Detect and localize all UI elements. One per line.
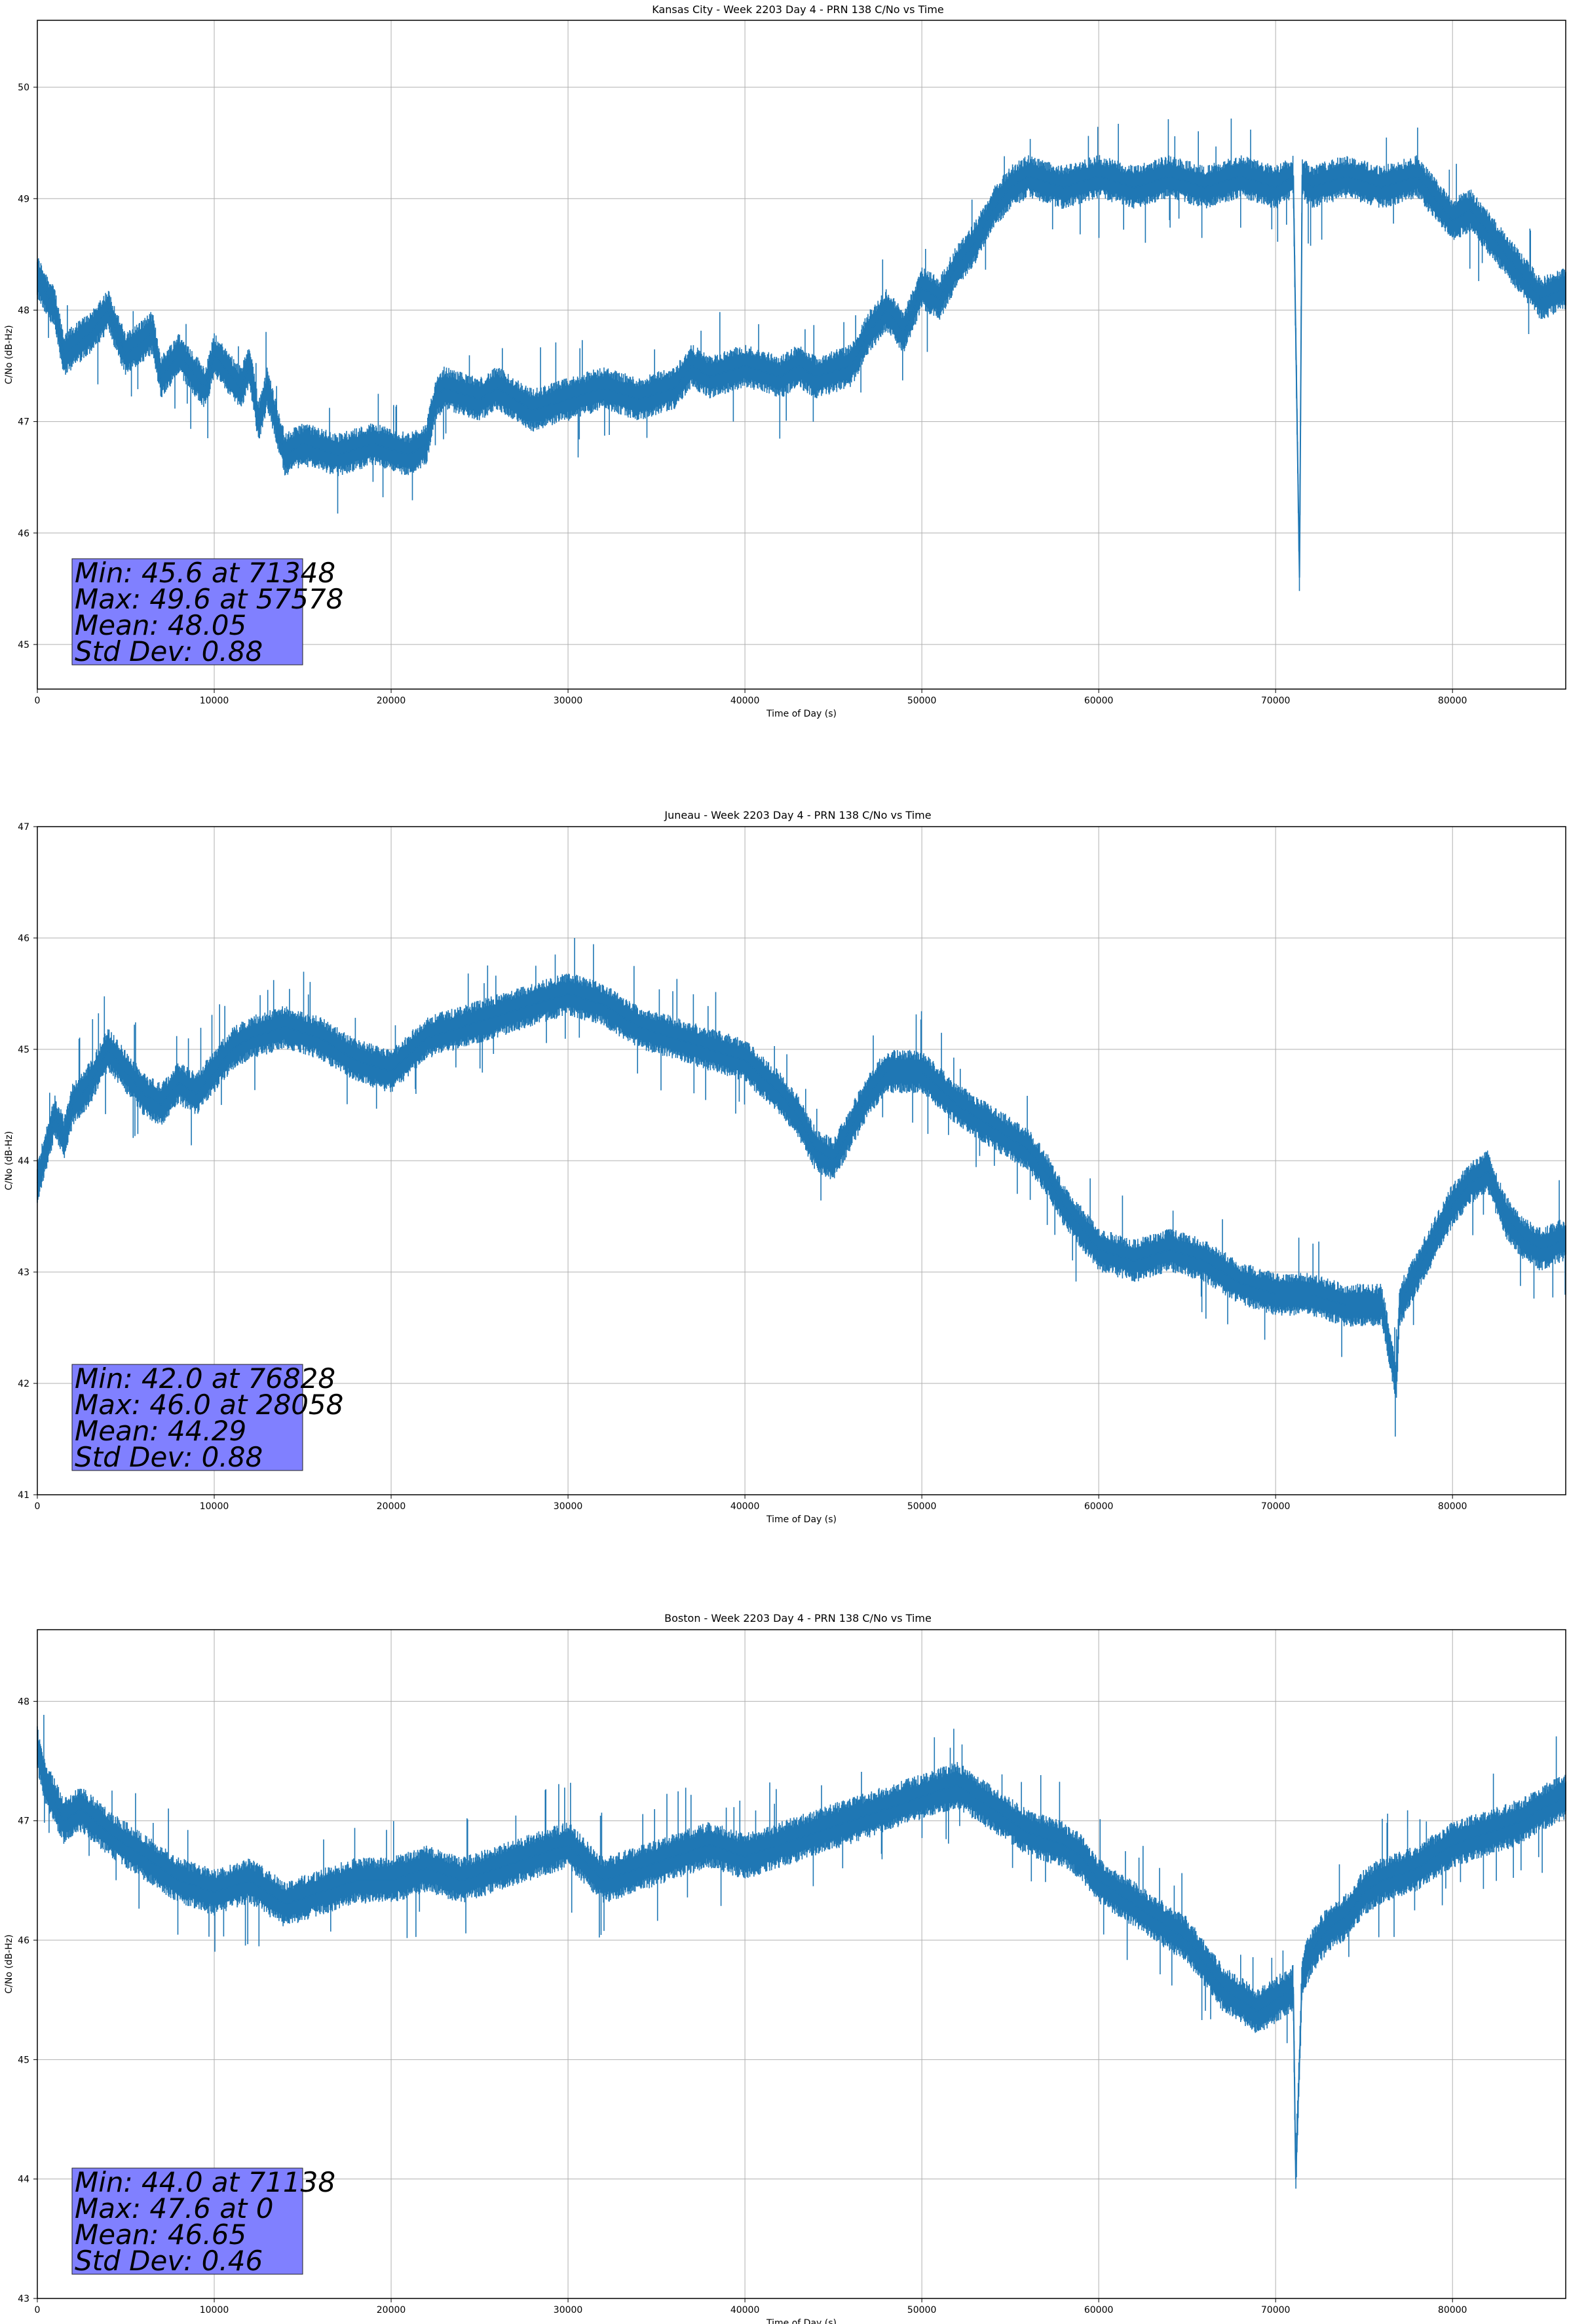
stats-box-background bbox=[71, 1364, 303, 1471]
x-tick-label: 80000 bbox=[1438, 2305, 1467, 2315]
chart-juneau: Juneau - Week 2203 Day 4 - PRN 138 C/No … bbox=[4, 809, 1566, 1525]
stat-mean: Mean: 44.29 bbox=[75, 1415, 246, 1447]
x-tick-label: 60000 bbox=[1084, 2305, 1114, 2315]
stat-min: Min: 44.0 at 71138 bbox=[75, 2166, 335, 2198]
chart-title: Boston - Week 2203 Day 4 - PRN 138 C/No … bbox=[664, 1612, 932, 1624]
grid bbox=[37, 20, 1566, 689]
x-tick-label: 50000 bbox=[907, 2305, 937, 2315]
chart-title: Juneau - Week 2203 Day 4 - PRN 138 C/No … bbox=[664, 809, 931, 821]
stat-min: Min: 42.0 at 76828 bbox=[75, 1362, 335, 1395]
x-tick-label: 30000 bbox=[554, 2305, 583, 2315]
axis-ticks: 0 10000 20000 30000 40000 50000 60000 70000 8000… bbox=[18, 83, 1467, 706]
x-tick-label: 70000 bbox=[1261, 1501, 1291, 1512]
stat-std-dev: Std Dev: 0.46 bbox=[75, 2245, 263, 2277]
y-tick-label: 46 bbox=[18, 933, 29, 944]
x-tick-label: 10000 bbox=[200, 2305, 229, 2315]
x-tick-label: 40000 bbox=[730, 696, 760, 706]
stat-std-dev: Std Dev: 0.88 bbox=[75, 1441, 263, 1473]
axis-ticks: 0 10000 20000 30000 40000 50000 60000 70000 8000… bbox=[18, 822, 1467, 1512]
y-tick-label: 46 bbox=[18, 1936, 29, 1946]
y-tick-label: 44 bbox=[18, 2175, 29, 2185]
x-tick-label: 30000 bbox=[554, 696, 583, 706]
y-tick-label: 49 bbox=[18, 194, 29, 204]
stat-min: Min: 45.6 at 71348 bbox=[75, 557, 335, 589]
x-axis-label: Time of Day (s) bbox=[766, 2318, 837, 2324]
x-tick-label: 40000 bbox=[730, 2305, 760, 2315]
x-tick-label: 20000 bbox=[377, 1501, 406, 1512]
chart-boston: Boston - Week 2203 Day 4 - PRN 138 C/No … bbox=[4, 1612, 1566, 2324]
plot-frame bbox=[37, 20, 1566, 690]
x-tick-label: 40000 bbox=[730, 1501, 760, 1512]
chart-title: Kansas City - Week 2203 Day 4 - PRN 138 … bbox=[652, 3, 943, 16]
x-tick-label: 60000 bbox=[1084, 1501, 1114, 1512]
y-tick-label: 48 bbox=[18, 1696, 29, 1707]
stat-mean: Mean: 48.05 bbox=[75, 609, 246, 641]
plot-frame bbox=[37, 1629, 1566, 2299]
y-tick-label: 42 bbox=[18, 1379, 29, 1389]
data-band bbox=[37, 1715, 1566, 2189]
y-tick-label: 43 bbox=[18, 1267, 29, 1278]
y-tick-label: 47 bbox=[18, 822, 29, 833]
x-tick-label: 70000 bbox=[1261, 696, 1291, 706]
stats-box: Min: 42.0 at 76828 Max: 46.0 at 28058 Me… bbox=[71, 1362, 343, 1473]
data-line bbox=[37, 174, 1566, 578]
y-tick-label: 47 bbox=[18, 417, 29, 428]
stats-box-background bbox=[71, 2167, 303, 2275]
x-tick-label: 10000 bbox=[200, 1501, 229, 1512]
y-tick-label: 44 bbox=[18, 1156, 29, 1167]
x-tick-label: 10000 bbox=[200, 696, 229, 706]
y-axis-label: C/No (dB-Hz) bbox=[4, 1131, 14, 1190]
x-tick-label: 60000 bbox=[1084, 696, 1114, 706]
x-tick-label: 80000 bbox=[1438, 1501, 1467, 1512]
stat-max: Max: 47.6 at 0 bbox=[75, 2192, 273, 2224]
stats-box-background bbox=[71, 558, 303, 665]
y-tick-label: 45 bbox=[18, 1045, 29, 1055]
y-tick-label: 43 bbox=[18, 2294, 29, 2304]
y-axis-label: C/No (dB-Hz) bbox=[4, 1934, 14, 1993]
stat-std-dev: Std Dev: 0.88 bbox=[75, 635, 263, 667]
y-tick-label: 46 bbox=[18, 529, 29, 539]
chart-kansas-city: Kansas City - Week 2203 Day 4 - PRN 138 … bbox=[4, 3, 1566, 719]
x-axis-label: Time of Day (s) bbox=[766, 709, 837, 719]
data-line bbox=[37, 1749, 1566, 2179]
y-tick-label: 50 bbox=[18, 83, 29, 93]
y-tick-label: 45 bbox=[18, 2055, 29, 2065]
y-axis-label: C/No (dB-Hz) bbox=[4, 325, 14, 384]
y-tick-label: 47 bbox=[18, 1816, 29, 1827]
x-axis-label: Time of Day (s) bbox=[766, 1514, 837, 1525]
x-tick-label: 30000 bbox=[554, 1501, 583, 1512]
stat-max: Max: 49.6 at 57578 bbox=[75, 583, 343, 615]
axis-ticks: 0 10000 20000 30000 40000 50000 60000 70000 8000… bbox=[18, 1696, 1467, 2315]
x-tick-label: 20000 bbox=[377, 696, 406, 706]
stats-box: Min: 45.6 at 71348 Max: 49.6 at 57578 Me… bbox=[71, 557, 343, 667]
data-line bbox=[37, 992, 1566, 1384]
y-tick-label: 45 bbox=[18, 640, 29, 650]
stats-box: Min: 44.0 at 71138 Max: 47.6 at 0 Mean: … bbox=[71, 2166, 335, 2277]
x-tick-label: 70000 bbox=[1261, 2305, 1291, 2315]
x-tick-label: 0 bbox=[35, 1501, 41, 1512]
x-tick-label: 50000 bbox=[907, 696, 937, 706]
x-tick-label: 20000 bbox=[377, 2305, 406, 2315]
stat-max: Max: 46.0 at 28058 bbox=[75, 1389, 343, 1421]
x-tick-label: 50000 bbox=[907, 1501, 937, 1512]
x-tick-label: 0 bbox=[35, 696, 41, 706]
stat-mean: Mean: 46.65 bbox=[75, 2219, 246, 2251]
x-tick-label: 80000 bbox=[1438, 696, 1467, 706]
x-tick-label: 0 bbox=[35, 2305, 41, 2315]
y-tick-label: 41 bbox=[18, 1490, 29, 1501]
y-tick-label: 48 bbox=[18, 305, 29, 316]
